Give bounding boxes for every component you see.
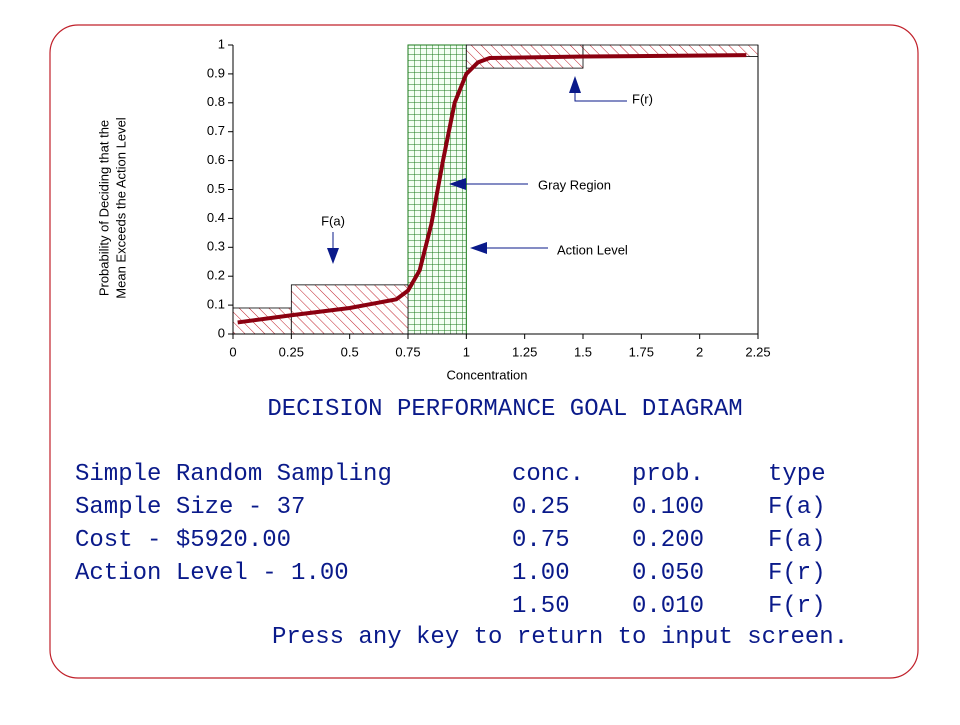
annotation: Action Level [557,242,628,257]
info-line: Action Level - 1.00 [75,560,349,587]
x-tick-label: 2 [696,344,703,359]
footer: Press any key to return to input screen. [272,624,848,651]
x-tick-label: 1 [463,344,470,359]
table-cell: F(a) [768,527,826,554]
arrow-head [449,178,466,190]
table-cell: 1.50 [512,593,570,620]
y-tick-label: 0.7 [207,123,225,138]
y-tick-label: 1 [218,36,225,51]
table-header: prob. [632,461,704,488]
table-cell: F(a) [768,494,826,521]
y-tick-label: 0.5 [207,181,225,196]
x-tick-label: 1.75 [629,344,654,359]
info-line: Cost - $5920.00 [75,527,291,554]
table-cell: 0.200 [632,527,704,554]
y-tick-label: 0.2 [207,268,225,283]
y-axis-label: Mean Exceeds the Action Level [113,117,128,299]
y-tick-label: 0.6 [207,152,225,167]
table: Simple Random Sampling Sample Size - 37 Co… [75,461,848,651]
table-header: conc. [512,461,584,488]
table-cell: 0.25 [512,494,570,521]
x-tick-label: 0 [229,344,236,359]
x-tick-label: 0.5 [341,344,359,359]
frame [49,24,919,679]
x-tick-label: 1.5 [574,344,592,359]
arrow-line [574,90,627,102]
chart-title: DECISION PERFORMANCE GOAL DIAGRAM [267,396,742,423]
annotation: Gray Region [538,177,611,192]
arrow-head [327,248,339,264]
x-tick-label: 2.25 [745,344,770,359]
y-axis-label: Probability of Deciding that the [96,120,111,296]
info-line: Sample Size - 37 [75,494,305,521]
arrow-head [569,76,581,93]
arrow-head [470,242,487,254]
y-tick-label: 0.4 [207,210,225,225]
table-header: type [768,461,826,488]
annotation: F(r) [632,91,653,106]
table-cell: F(r) [768,593,826,620]
x-tick-label: 0.25 [279,344,304,359]
y-tick-label: 0.1 [207,297,225,312]
table-cell: 0.010 [632,593,704,620]
table-cell: 1.00 [512,560,570,587]
curve [237,53,747,325]
y-tick-label: 0.9 [207,65,225,80]
table-cell: F(r) [768,560,826,587]
table-cell: 0.75 [512,527,570,554]
y-tick-label: 0.3 [207,239,225,254]
x-axis-label: Concentration [447,367,528,382]
info-line: Simple Random Sampling [75,461,392,488]
y-tick-label: 0.8 [207,94,225,109]
x-tick-label: 0.75 [395,344,420,359]
table-cell: 0.100 [632,494,704,521]
annotation: F(a) [321,213,345,228]
table-cell: 0.050 [632,560,704,587]
y-tick-label: 0 [218,325,225,340]
x-tick-label: 1.25 [512,344,537,359]
